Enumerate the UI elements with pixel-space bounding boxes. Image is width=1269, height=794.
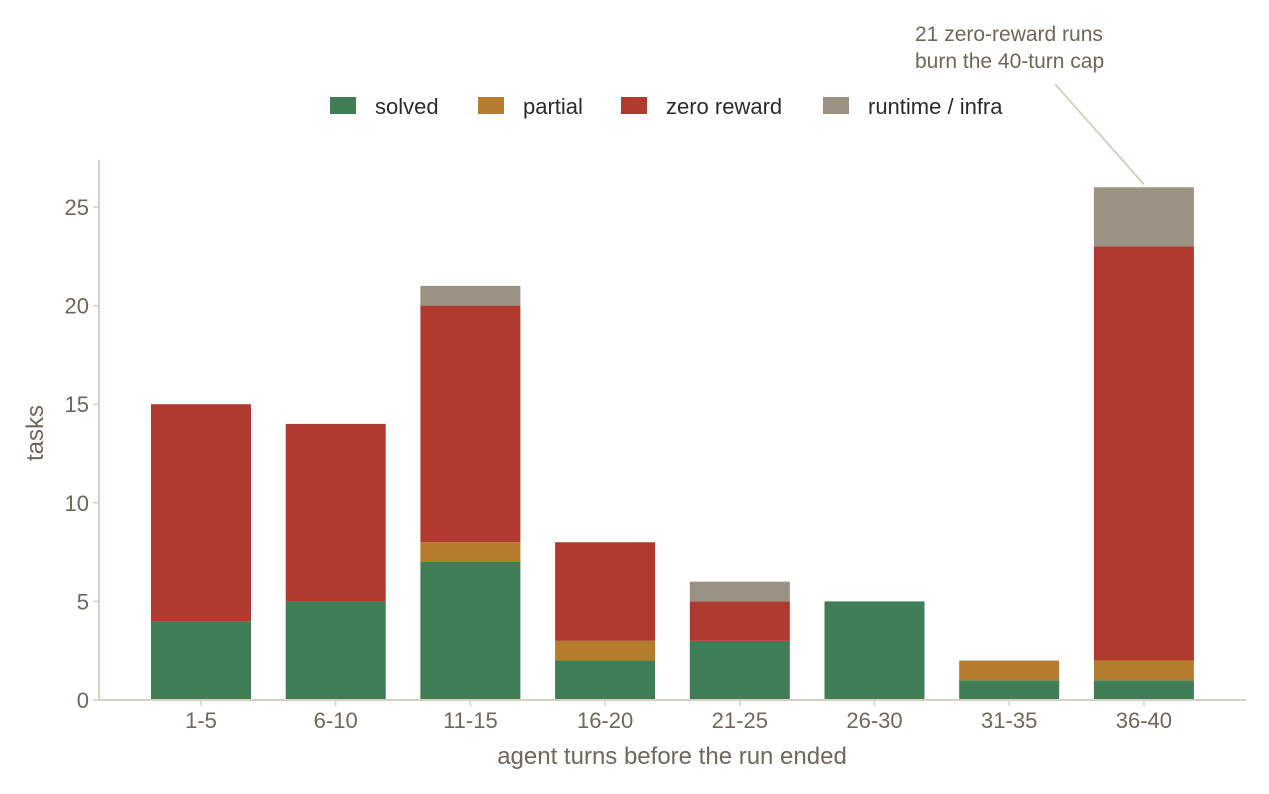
bar-zero-reward-36-40 [1093,246,1194,661]
legend-swatch [330,97,356,114]
legend: solved partial zero reward runtime / infra [330,94,1003,119]
annotation-text: 21 zero-reward runs [915,23,1103,46]
y-tick-label: 5 [77,589,89,614]
x-tick-label: 36-40 [1116,708,1172,733]
bar-partial-36-40 [1093,660,1194,681]
annotation-leader-line [1054,83,1145,185]
x-ticks: 1-5 6-10 11-15 16-20 21-25 26-30 31-35 36-40 [185,700,1172,733]
legend-label: solved [375,94,439,119]
bar-partial-31-35 [959,660,1060,681]
x-tick-label: 6-10 [314,708,358,733]
bars [151,187,1194,700]
legend-swatch [478,97,504,114]
y-tick-label: 25 [65,195,89,220]
bar-solved-16-20 [555,660,656,700]
bar-zero-reward-11-15 [420,305,521,543]
x-tick-label: 16-20 [577,708,633,733]
bar-solved-1-5 [151,621,251,700]
bar-partial-16-20 [555,640,656,661]
y-tick-label: 20 [65,294,89,319]
bar-solved-6-10 [285,601,386,700]
y-tick-label: 10 [65,491,89,516]
y-tick-label: 0 [77,688,89,713]
y-axis-label: tasks [22,405,49,461]
bar-zero-reward-1-5 [151,404,251,622]
bar-runtime-infra-21-25 [689,581,790,602]
x-axis-label: agent turns before the run ended [497,743,847,770]
x-tick-label: 31-35 [981,708,1037,733]
bar-solved-21-25 [689,640,790,700]
bar-zero-reward-21-25 [689,601,790,641]
bar-zero-reward-6-10 [285,423,386,602]
bar-runtime-infra-36-40 [1093,187,1194,247]
y-tick-label: 15 [65,392,89,417]
legend-label: zero reward [666,94,782,119]
x-tick-label: 26-30 [846,708,902,733]
annotation: 21 zero-reward runs burn the 40-turn cap [915,23,1145,185]
legend-label: runtime / infra [868,94,1003,119]
legend-swatch [621,97,647,114]
annotation-text: burn the 40-turn cap [915,50,1104,73]
bar-solved-31-35 [959,680,1060,700]
legend-label: partial [523,94,583,119]
axes [98,160,1246,701]
legend-swatch [823,97,849,114]
bar-solved-11-15 [420,561,521,700]
x-tick-label: 11-15 [443,708,498,733]
x-tick-label: 21-25 [712,708,768,733]
bar-zero-reward-16-20 [555,542,656,641]
bar-solved-26-30 [824,601,925,700]
bar-solved-36-40 [1093,680,1194,700]
y-ticks: 0 5 10 15 20 25 [65,195,99,713]
bar-partial-11-15 [420,542,521,562]
x-tick-label: 1-5 [185,708,217,733]
bar-runtime-infra-11-15 [420,285,521,306]
